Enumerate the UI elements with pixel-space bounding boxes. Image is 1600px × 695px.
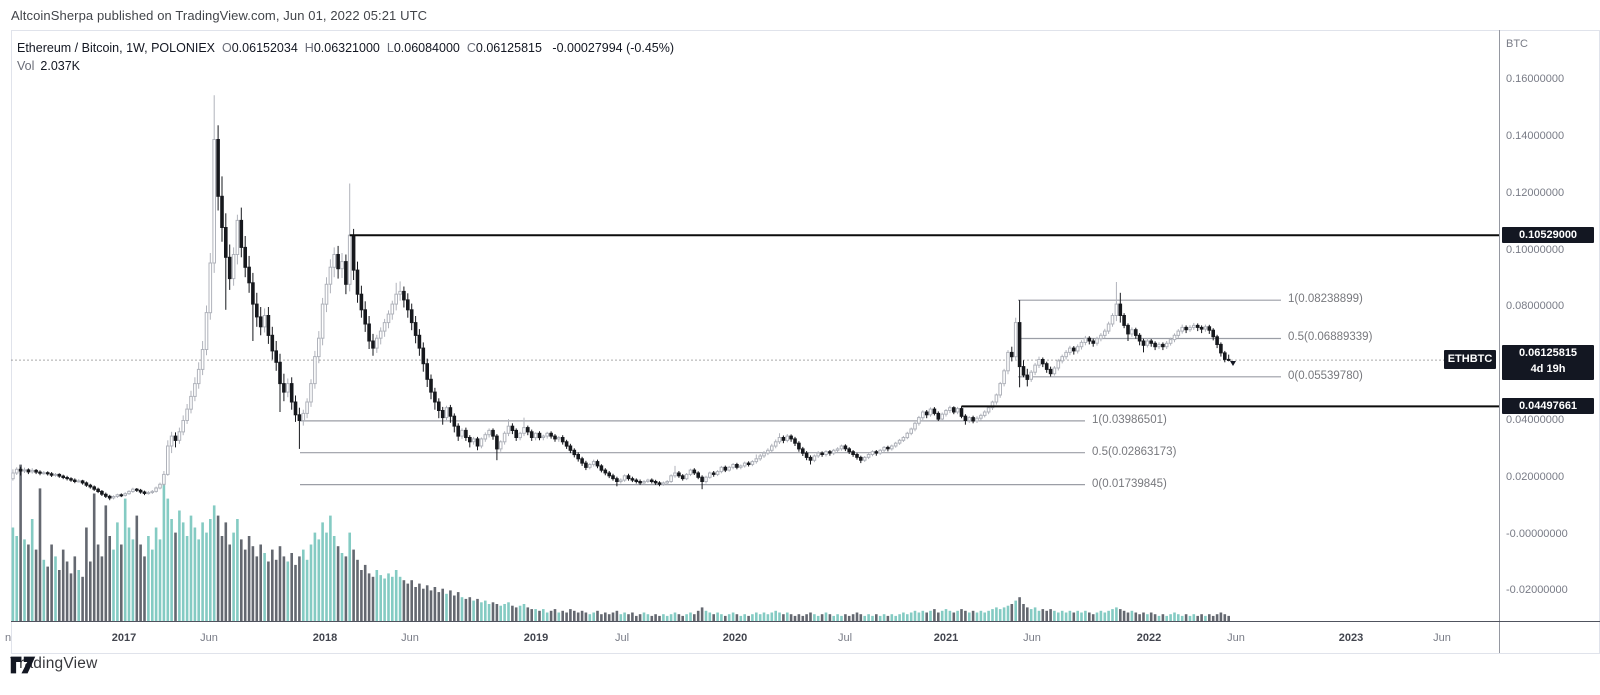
time-tick-label: 2022 (1136, 632, 1162, 644)
ohlc-key: O (222, 41, 232, 55)
chart-legend: Ethereum / Bitcoin, 1W, POLONIEX O0.06152… (17, 41, 674, 55)
fib-level-label: 1(0.08238899) (1288, 293, 1363, 306)
vol-value: 2.037K (40, 59, 81, 73)
time-tick-label: 2019 (523, 632, 549, 644)
chart-frame-left (11, 30, 12, 654)
time-axis-separator (11, 621, 1600, 622)
last-price-tag: 0.06125815 4d 19h (1502, 345, 1594, 380)
price-tick-label: 0.14000000 (1506, 130, 1565, 143)
price-tick-label: 0.12000000 (1506, 186, 1565, 199)
time-tick-label: 2020 (722, 632, 748, 644)
time-tick-label: Jun (401, 632, 419, 644)
symbol-price-tag: ETHBTC (1444, 350, 1496, 369)
ohlc-number: 0.06084000 (393, 41, 460, 55)
last-price-value: 0.06125815 (1518, 347, 1578, 359)
last-price-arrow (1230, 361, 1236, 366)
price-tick-label: -0.00000000 (1506, 527, 1568, 540)
ohlc-key: H (304, 41, 314, 55)
ohlc-number: 0.06125815 (475, 41, 542, 55)
price-tick-label: 0.04000000 (1506, 413, 1565, 426)
time-tick-label: Jul (837, 632, 853, 644)
fib-level-label: 1(0.03986501) (1092, 413, 1167, 426)
price-axis-separator (1499, 30, 1500, 653)
chart-frame-top (11, 30, 1600, 31)
time-tick-label: 2021 (933, 632, 959, 644)
attribution-text: AltcoinSherpa published on TradingView.c… (11, 8, 428, 23)
ray-price-tag: 0.10529000 (1502, 227, 1594, 244)
time-tick-label: Jun (1433, 632, 1451, 644)
time-tick-label: Jun (1227, 632, 1245, 644)
time-tick-label: Jun (1023, 632, 1041, 644)
time-tick-label: 2023 (1338, 632, 1364, 644)
price-axis-unit: BTC (1506, 38, 1528, 50)
ohlc-number: 0.06152034 (231, 41, 298, 55)
tradingview-footer[interactable]: TradingView (10, 655, 98, 674)
fib-level-label: 0(0.05539780) (1288, 369, 1363, 382)
change-value: -0.00027994 (-0.45%) (552, 41, 675, 55)
price-tick-label: 0.16000000 (1506, 73, 1565, 86)
tradingview-logo-icon (10, 656, 36, 674)
ohlc-key: L (386, 41, 394, 55)
fib-level-label: 0.5(0.06889339) (1288, 331, 1373, 344)
price-tick-label: 0.08000000 (1506, 300, 1565, 313)
ohlc-key: C (466, 41, 476, 55)
ohlc-number: 0.06321000 (313, 41, 380, 55)
chart-frame-bottom (11, 653, 1600, 654)
ray-price-tag: 0.04497661 (1502, 398, 1594, 415)
fib-level-label: 0(0.01739845) (1092, 477, 1167, 490)
price-tick-label: 0.02000000 (1506, 470, 1565, 483)
symbol-title: Ethereum / Bitcoin, 1W, POLONIEX (17, 41, 215, 55)
time-tick-label: n (4, 632, 12, 644)
vol-label: Vol (17, 59, 35, 73)
volume-legend: Vol 2.037K (17, 59, 80, 73)
time-tick-label: Jun (200, 632, 218, 644)
price-tick-label: 0.10000000 (1506, 243, 1565, 256)
time-tick-label: 2018 (312, 632, 338, 644)
ohlc-values: O0.06152034 H0.06321000 L0.06084000 C0.0612… (215, 41, 542, 55)
time-tick-label: Jul (614, 632, 630, 644)
fib-level-label: 0.5(0.02863173) (1092, 445, 1177, 458)
price-tick-label: -0.02000000 (1506, 584, 1568, 597)
bar-countdown: 4d 19h (1530, 363, 1566, 375)
time-tick-label: 2017 (111, 632, 137, 644)
